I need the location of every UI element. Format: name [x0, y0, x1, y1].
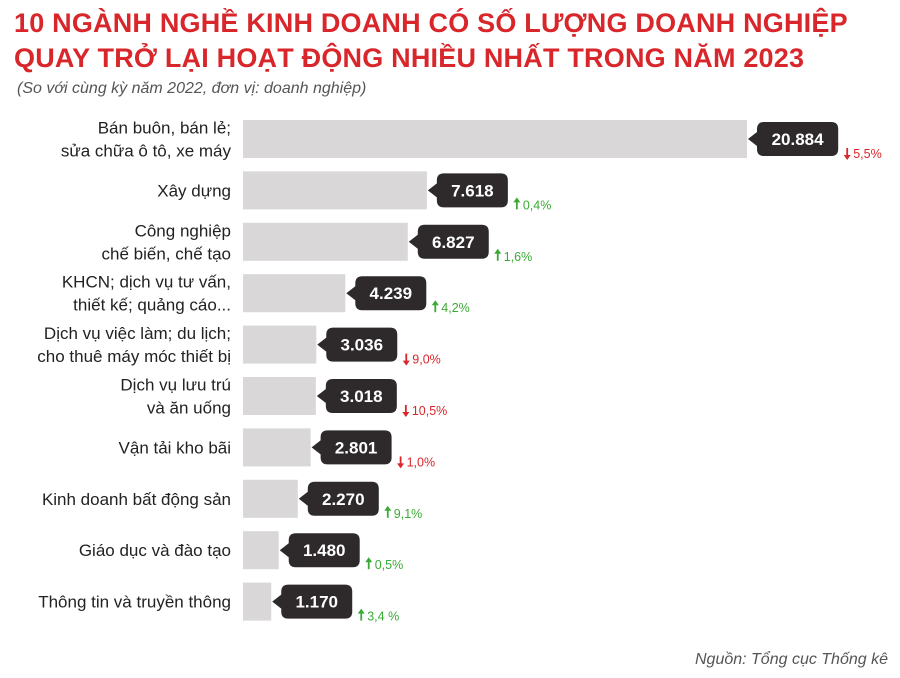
chart-subtitle: (So với cùng kỳ năm 2022, đơn vị: doanh …	[17, 80, 367, 97]
category-label-line: cho thuê máy móc thiết bị	[37, 347, 231, 366]
value-label: 1.170	[295, 593, 338, 612]
category-label-line: và ăn uống	[147, 399, 231, 418]
arrow-up-icon	[365, 557, 373, 570]
bar	[243, 428, 311, 467]
title-line-1: 10 NGÀNH NGHỀ KINH DOANH CÓ SỐ LƯỢNG DOA…	[14, 8, 848, 38]
arrow-up-icon	[494, 248, 502, 261]
bar	[243, 479, 298, 518]
category-label: Bán buôn, bán lẻ; sửa chữa ô tô, xe máy	[61, 119, 232, 161]
value-label: 20.884	[772, 130, 825, 149]
arrow-up-icon	[513, 197, 521, 210]
value-badge	[748, 122, 839, 156]
value-badge	[316, 379, 397, 413]
bar	[243, 274, 346, 313]
arrow-head	[513, 197, 521, 203]
value-badge	[298, 481, 379, 516]
change-label: 9,1%	[394, 507, 423, 521]
arrow-down-icon	[843, 148, 851, 160]
category-label-line: Kinh doanh bất động sản	[42, 490, 231, 509]
category-label: Dịch vụ lưu trú và ăn uống	[120, 376, 231, 418]
category-label-line: Vận tải kho bãi	[119, 438, 231, 457]
change-label: 4,2%	[441, 301, 470, 315]
category-label-line: Dịch vụ lưu trú	[120, 376, 231, 395]
change-label: 1,6%	[504, 250, 532, 264]
bar	[243, 171, 427, 210]
value-label: 2.270	[322, 490, 365, 509]
value-badge	[317, 327, 398, 362]
value-badge	[272, 584, 353, 619]
value-badge	[346, 276, 427, 311]
bar	[243, 120, 747, 158]
value-label: 7.618	[451, 181, 494, 200]
category-label: Giáo dục và đào tạo	[79, 541, 231, 560]
category-label-line: chế biến, chế tạo	[102, 244, 231, 263]
category-label-line: Dịch vụ việc làm; du lịch;	[44, 324, 231, 343]
change-label: 0,5%	[375, 558, 404, 572]
category-label-line: Xây dựng	[157, 181, 231, 200]
value-label: 6.827	[432, 233, 475, 252]
value-badge	[408, 224, 489, 259]
category-label-line: Thông tin và truyền thông	[38, 593, 231, 612]
arrow-head	[494, 248, 502, 254]
category-label: Công nghiệp chế biến, chế tạo	[102, 221, 231, 263]
arrow-head	[843, 155, 851, 160]
value-label: 3.018	[340, 387, 383, 406]
category-label-line: KHCN; dịch vụ tư vấn,	[62, 273, 231, 292]
value-badge	[279, 533, 360, 568]
arrow-head	[384, 505, 392, 511]
change-label: 10,5%	[412, 404, 447, 418]
bar	[243, 582, 272, 621]
arrow-head	[402, 360, 410, 366]
value-badge	[427, 173, 508, 208]
change-label: 1,0%	[407, 455, 436, 469]
bar	[243, 222, 408, 261]
bar	[243, 377, 316, 415]
arrow-head	[431, 300, 439, 306]
category-label: Kinh doanh bất động sản	[42, 490, 231, 509]
category-label-line: thiết kế; quảng cáo...	[73, 296, 231, 315]
value-label: 1.480	[303, 541, 346, 560]
arrow-head	[357, 608, 365, 614]
arrow-down-icon	[402, 353, 410, 366]
category-label: KHCN; dịch vụ tư vấn, thiết kế; quảng cáo…	[62, 273, 231, 315]
change-label: 3,4 %	[367, 610, 399, 624]
arrow-up-icon	[357, 608, 365, 621]
category-label: Thông tin và truyền thông	[38, 593, 231, 612]
value-label: 2.801	[335, 438, 378, 457]
arrow-up-icon	[431, 300, 439, 313]
title-line-2: QUAY TRỞ LẠI HOẠT ĐỘNG NHIỀU NHẤT TRONG …	[14, 43, 805, 73]
arrow-up-icon	[384, 505, 392, 518]
category-label: Dịch vụ việc làm; du lịch; cho thuê máy m…	[37, 324, 231, 366]
value-badge	[311, 430, 392, 465]
arrow-head	[365, 557, 373, 563]
category-label: Xây dựng	[157, 181, 231, 200]
arrow-down-icon	[397, 456, 405, 469]
value-label: 3.036	[340, 336, 383, 355]
category-label-line: Công nghiệp	[135, 221, 231, 240]
arrow-head	[397, 463, 405, 469]
arrow-down-icon	[402, 405, 410, 417]
category-label-line: sửa chữa ô tô, xe máy	[61, 142, 232, 161]
change-label: 5,5%	[853, 147, 882, 161]
chart-title: 10 NGÀNH NGHỀ KINH DOANH CÓ SỐ LƯỢNG DOA…	[14, 6, 894, 76]
category-label-line: Giáo dục và đào tạo	[79, 541, 231, 560]
arrow-head	[402, 412, 410, 417]
change-label: 9,0%	[412, 353, 441, 367]
value-label: 4.239	[370, 284, 413, 303]
bar	[243, 325, 317, 364]
change-label: 0,4%	[523, 198, 552, 212]
category-label: Vận tải kho bãi	[119, 438, 231, 457]
bar	[243, 531, 279, 570]
source-note: Nguồn: Tổng cục Thống kê	[694, 651, 888, 668]
category-label-line: Bán buôn, bán lẻ;	[98, 119, 231, 138]
